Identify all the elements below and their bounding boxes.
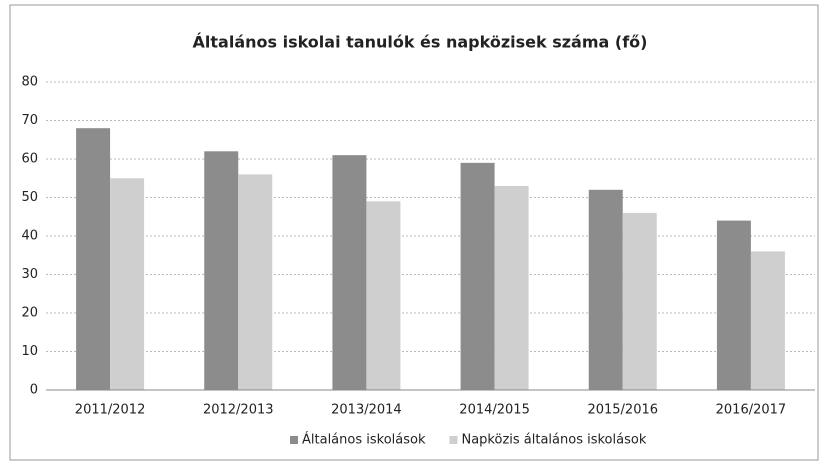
y-tick-label: 10 — [21, 344, 38, 359]
y-tick-label: 0 — [30, 383, 38, 398]
x-tick-label: 2011/2012 — [75, 403, 146, 418]
y-tick-label: 20 — [21, 306, 38, 321]
bar — [622, 212, 657, 390]
bar — [588, 189, 623, 390]
y-tick-label: 40 — [21, 229, 38, 244]
x-tick-label: 2015/2016 — [587, 403, 658, 418]
bar — [332, 155, 367, 390]
x-tick-label: 2016/2017 — [716, 403, 787, 418]
legend-swatch — [290, 436, 298, 444]
bar — [76, 128, 111, 390]
legend-swatch — [449, 436, 458, 444]
chart-title: Általános iskolai tanulók és napközisek … — [193, 33, 648, 52]
legend-label: Általános iskolások — [302, 432, 426, 448]
legend-label: Napközis általános iskolások — [461, 433, 646, 448]
bar — [460, 162, 495, 390]
bar — [366, 201, 401, 390]
bar — [750, 251, 785, 390]
bar — [494, 185, 529, 390]
bar — [716, 220, 751, 390]
y-tick-label: 50 — [21, 190, 38, 205]
bar — [110, 178, 145, 390]
x-tick-label: 2014/2015 — [459, 403, 530, 418]
bar — [204, 151, 239, 390]
chart-frame — [9, 4, 819, 461]
y-tick-label: 80 — [21, 75, 38, 90]
bar — [238, 174, 273, 390]
x-tick-label: 2013/2014 — [331, 403, 402, 418]
x-tick-label: 2012/2013 — [203, 403, 274, 418]
y-tick-label: 30 — [21, 267, 38, 282]
y-tick-label: 70 — [21, 113, 38, 128]
y-tick-label: 60 — [21, 152, 38, 167]
